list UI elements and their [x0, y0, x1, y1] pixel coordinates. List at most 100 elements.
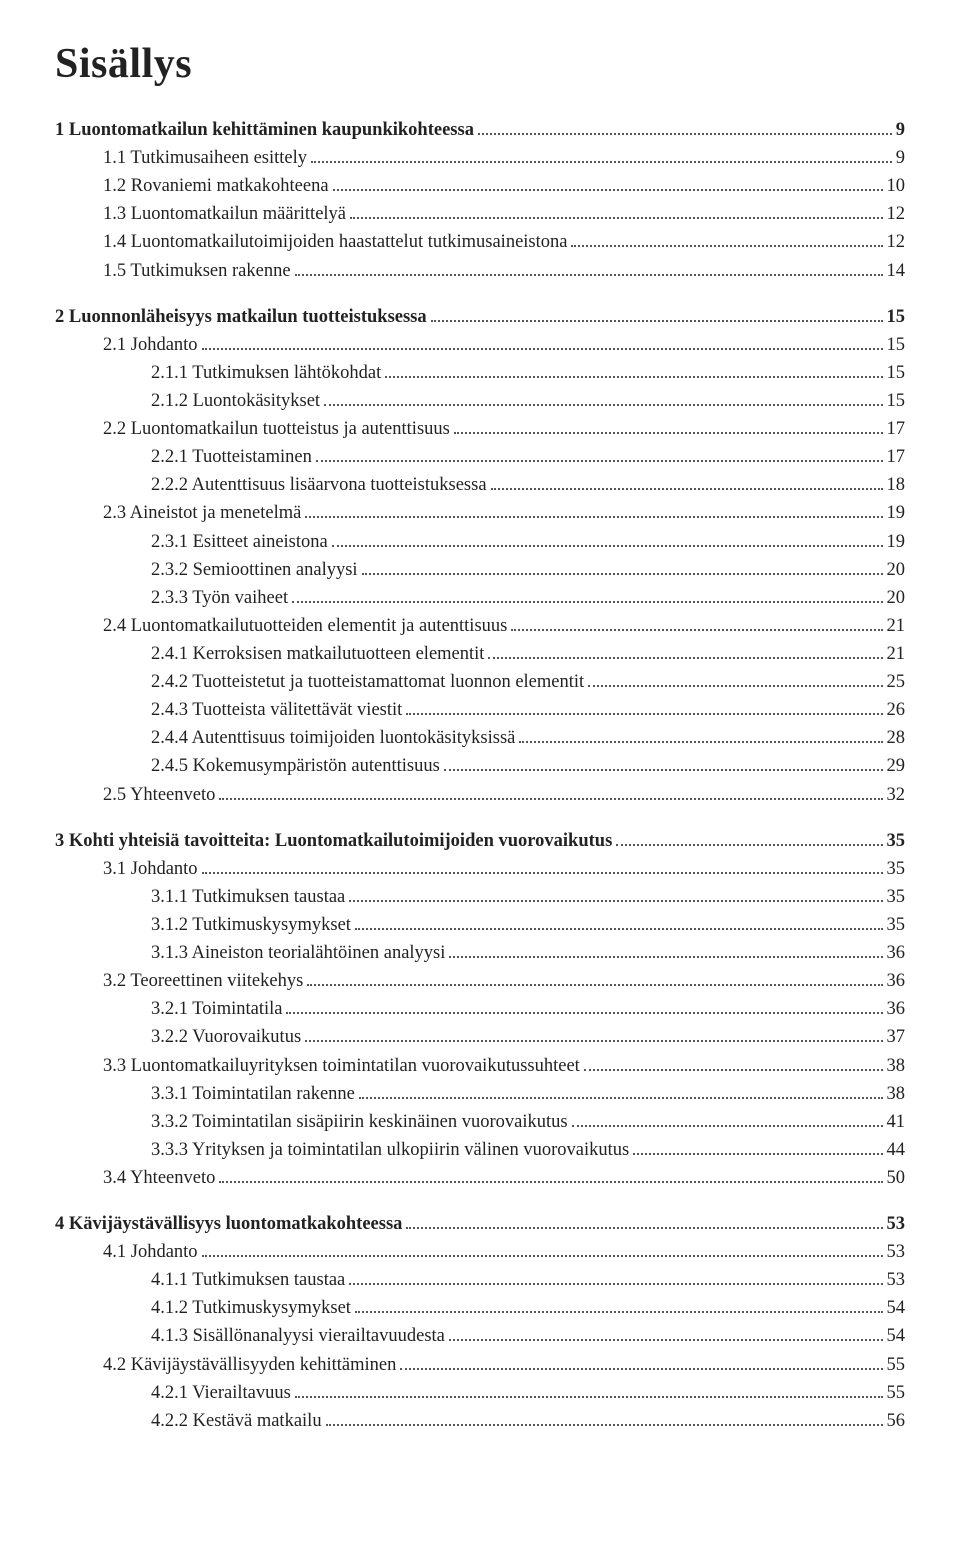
- toc-page-number: 21: [887, 640, 906, 668]
- toc-label: 3.3.2 Toimintatilan sisäpiirin keskinäin…: [151, 1108, 568, 1136]
- toc-leader-dots: [385, 376, 882, 378]
- toc-label: 3 Kohti yhteisiä tavoitteita: Luontomatk…: [55, 827, 612, 855]
- toc-label: 3.2.1 Toimintatila: [151, 995, 282, 1023]
- toc-row: 3.3.3 Yrityksen ja toimintatilan ulkopii…: [55, 1136, 905, 1164]
- toc-row: 2.3.3 Työn vaiheet20: [55, 584, 905, 612]
- toc-label: 4.1.3 Sisällönanalyysi vierailtavuudesta: [151, 1322, 445, 1350]
- toc-leader-dots: [355, 928, 883, 930]
- toc-leader-dots: [572, 1125, 883, 1127]
- toc-page-number: 35: [887, 855, 906, 883]
- toc-leader-dots: [362, 573, 883, 575]
- toc-leader-dots: [584, 1069, 883, 1071]
- toc-leader-dots: [350, 217, 882, 219]
- toc-page-number: 37: [887, 1023, 906, 1051]
- toc-label: 4 Kävijäystävällisyys luontomatkakohtees…: [55, 1210, 402, 1238]
- toc-page-number: 38: [887, 1052, 906, 1080]
- toc-leader-dots: [295, 1396, 883, 1398]
- toc-row: 2.4.4 Autenttisuus toimijoiden luontokäs…: [55, 724, 905, 752]
- toc-page-number: 55: [887, 1351, 906, 1379]
- toc-label: 2.4.5 Kokemusympäristön autenttisuus: [151, 752, 440, 780]
- toc-label: 2.1.2 Luontokäsitykset: [151, 387, 320, 415]
- toc-leader-dots: [449, 1339, 883, 1341]
- toc-label: 3.2 Teoreettinen viitekehys: [103, 967, 303, 995]
- toc-label: 3.3.3 Yrityksen ja toimintatilan ulkopii…: [151, 1136, 629, 1164]
- toc-label: 2.5 Yhteenveto: [103, 781, 215, 809]
- toc-row: 2.2.2 Autenttisuus lisäarvona tuotteistu…: [55, 471, 905, 499]
- toc-label: 2.4.2 Tuotteistetut ja tuotteistamattoma…: [151, 668, 584, 696]
- toc-leader-dots: [588, 685, 882, 687]
- toc-page-number: 53: [887, 1266, 906, 1294]
- toc-label: 2.3.2 Semioottinen analyysi: [151, 556, 358, 584]
- toc-leader-dots: [519, 741, 882, 743]
- toc-page-number: 36: [887, 967, 906, 995]
- toc-leader-dots: [219, 1181, 882, 1183]
- toc-label: 1 Luontomatkailun kehittäminen kaupunkik…: [55, 116, 474, 144]
- toc-leader-dots: [571, 245, 882, 247]
- toc-page-number: 20: [887, 584, 906, 612]
- toc-leader-dots: [355, 1311, 883, 1313]
- toc-leader-dots: [491, 488, 883, 490]
- toc-label: 2 Luonnonläheisyys matkailun tuotteistuk…: [55, 303, 427, 331]
- toc-leader-dots: [333, 189, 883, 191]
- toc-leader-dots: [478, 133, 892, 135]
- toc-page-number: 28: [887, 724, 906, 752]
- toc-row: 3.2.2 Vuorovaikutus 37: [55, 1023, 905, 1051]
- toc-leader-dots: [202, 348, 883, 350]
- toc-row: 3 Kohti yhteisiä tavoitteita: Luontomatk…: [55, 827, 905, 855]
- toc-row: 2.4 Luontomatkailutuotteiden elementit j…: [55, 612, 905, 640]
- toc-leader-dots: [219, 798, 882, 800]
- toc-row: 2.2.1 Tuotteistaminen17: [55, 443, 905, 471]
- toc-label: 1.4 Luontomatkailutoimijoiden haastattel…: [103, 228, 567, 256]
- toc-label: 3.3.1 Toimintatilan rakenne: [151, 1080, 355, 1108]
- toc-row: 4 Kävijäystävällisyys luontomatkakohtees…: [55, 1210, 905, 1238]
- toc-page-number: 21: [887, 612, 906, 640]
- toc-label: 1.5 Tutkimuksen rakenne: [103, 257, 291, 285]
- toc-page-number: 38: [887, 1080, 906, 1108]
- toc-page-number: 41: [887, 1108, 906, 1136]
- toc-page-number: 35: [887, 911, 906, 939]
- toc-leader-dots: [359, 1097, 883, 1099]
- toc-page-number: 14: [887, 257, 906, 285]
- toc-row: 4.1 Johdanto53: [55, 1238, 905, 1266]
- toc-leader-dots: [511, 629, 882, 631]
- toc-label: 2.1.1 Tutkimuksen lähtökohdat: [151, 359, 381, 387]
- toc-label: 2.3 Aineistot ja menetelmä: [103, 499, 301, 527]
- toc-label: 2.2.2 Autenttisuus lisäarvona tuotteistu…: [151, 471, 487, 499]
- toc-page-number: 53: [887, 1238, 906, 1266]
- toc-page-number: 15: [887, 387, 906, 415]
- toc-row: 4.1.2 Tutkimuskysymykset54: [55, 1294, 905, 1322]
- toc-label: 4.2.1 Vierailtavuus: [151, 1379, 291, 1407]
- toc-row: 3.1 Johdanto35: [55, 855, 905, 883]
- toc-row: 4.2.2 Kestävä matkailu56: [55, 1407, 905, 1435]
- toc-label: 2.4 Luontomatkailutuotteiden elementit j…: [103, 612, 507, 640]
- toc-leader-dots: [202, 872, 883, 874]
- toc-page-number: 19: [887, 528, 906, 556]
- toc-label: 4.2.2 Kestävä matkailu: [151, 1407, 322, 1435]
- toc-leader-dots: [307, 984, 882, 986]
- toc-row: 2.1 Johdanto15: [55, 331, 905, 359]
- toc-row: 1 Luontomatkailun kehittäminen kaupunkik…: [55, 116, 905, 144]
- toc-label: 3.4 Yhteenveto: [103, 1164, 215, 1192]
- toc-label: 3.3 Luontomatkailuyrityksen toimintatila…: [103, 1052, 580, 1080]
- toc-row: 3.1.2 Tutkimuskysymykset35: [55, 911, 905, 939]
- toc-page-number: 15: [887, 359, 906, 387]
- toc-label: 2.2.1 Tuotteistaminen: [151, 443, 312, 471]
- toc-leader-dots: [286, 1012, 882, 1014]
- toc-page-number: 50: [887, 1164, 906, 1192]
- toc-leader-dots: [349, 1283, 882, 1285]
- toc-page-number: 9: [896, 116, 905, 144]
- toc-row: 1.5 Tutkimuksen rakenne 14: [55, 257, 905, 285]
- toc-leader-dots: [326, 1424, 883, 1426]
- section-gap: [55, 285, 905, 303]
- toc-label: 2.4.3 Tuotteista välitettävät viestit: [151, 696, 402, 724]
- toc-label: 2.2 Luontomatkailun tuotteistus ja auten…: [103, 415, 450, 443]
- page-title: Sisällys: [55, 40, 905, 88]
- toc-row: 4.2.1 Vierailtavuus55: [55, 1379, 905, 1407]
- toc-leader-dots: [406, 1227, 882, 1229]
- toc-row: 3.3.1 Toimintatilan rakenne 38: [55, 1080, 905, 1108]
- toc-label: 4.2 Kävijäystävällisyyden kehittäminen: [103, 1351, 396, 1379]
- toc-label: 3.2.2 Vuorovaikutus: [151, 1023, 301, 1051]
- toc-label: 2.4.4 Autenttisuus toimijoiden luontokäs…: [151, 724, 515, 752]
- toc-row: 3.3.2 Toimintatilan sisäpiirin keskinäin…: [55, 1108, 905, 1136]
- toc-leader-dots: [444, 769, 883, 771]
